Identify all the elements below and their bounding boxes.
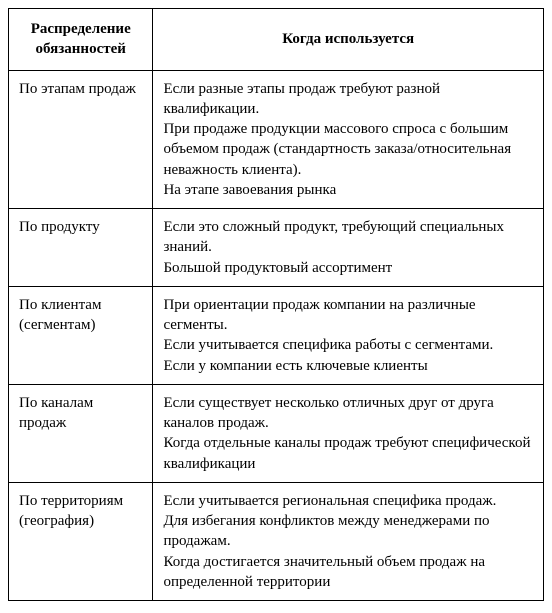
cell-distribution: По территориям (география)	[9, 482, 153, 600]
cell-distribution: По клиентам (сегментам)	[9, 286, 153, 384]
table-row: По каналам продаж Если существует нескол…	[9, 384, 544, 482]
table-row: По продукту Если это сложный продукт, тр…	[9, 209, 544, 287]
cell-when-used: Если это сложный продукт, требующий спец…	[153, 209, 544, 287]
cell-when-used: При ориентации продаж компании на различ…	[153, 286, 544, 384]
cell-when-used: Если разные этапы продаж требуют разной …	[153, 70, 544, 209]
table-row: По клиентам (сегментам) При ориентации п…	[9, 286, 544, 384]
cell-when-used: Если учитывается региональная специфика …	[153, 482, 544, 600]
cell-distribution: По этапам продаж	[9, 70, 153, 209]
responsibilities-table: Распределение обязанностей Когда использ…	[8, 8, 544, 601]
column-header-distribution: Распределение обязанностей	[9, 9, 153, 71]
table-row: По этапам продаж Если разные этапы прода…	[9, 70, 544, 209]
responsibilities-table-container: Распределение обязанностей Когда использ…	[0, 0, 552, 609]
table-row: По территориям (география) Если учитывае…	[9, 482, 544, 600]
table-header-row: Распределение обязанностей Когда использ…	[9, 9, 544, 71]
column-header-when-used: Когда используется	[153, 9, 544, 71]
cell-distribution: По продукту	[9, 209, 153, 287]
cell-when-used: Если существует несколько отличных друг …	[153, 384, 544, 482]
cell-distribution: По каналам продаж	[9, 384, 153, 482]
